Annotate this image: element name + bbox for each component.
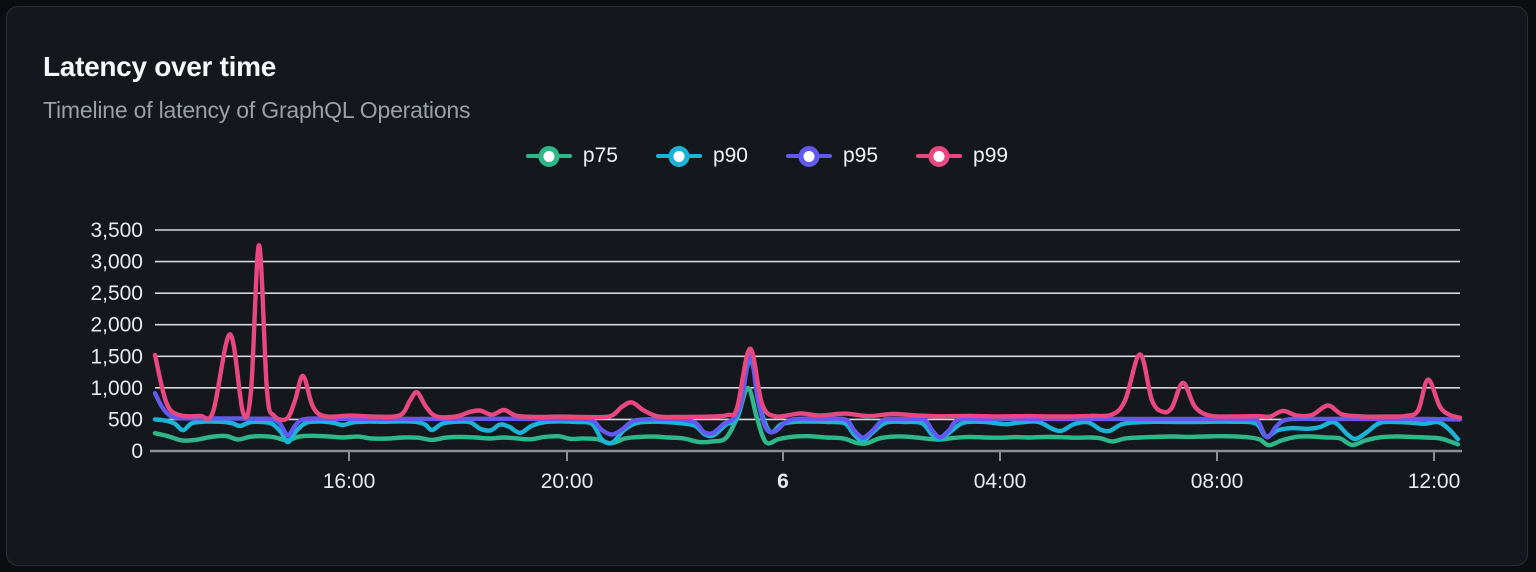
y-axis-label-2000: 2,000	[90, 314, 143, 337]
legend-item-p99[interactable]: p99	[916, 144, 1008, 168]
p99-series-marker-icon	[916, 145, 963, 167]
x-axis-label-04:00: 04:00	[974, 470, 1027, 493]
x-axis-label-6: 6	[777, 470, 789, 493]
y-axis-label-500: 500	[108, 408, 143, 431]
legend-item-p95[interactable]: p95	[786, 144, 878, 168]
legend-label-p75: p75	[582, 144, 618, 167]
series-line-p75	[152, 385, 1461, 448]
series-line-p95	[152, 350, 1463, 440]
y-axis-label-1000: 1,000	[90, 377, 143, 400]
page-subtitle: Timeline of latency of GraphQL Operation…	[43, 97, 471, 123]
y-axis-label-3500: 3,500	[90, 219, 143, 242]
legend-label-p90: p90	[712, 144, 748, 167]
page-title: Latency over time	[43, 51, 276, 82]
legend-label-p99: p99	[973, 144, 1009, 167]
chart-legend: p75 p90 p95 p99	[7, 141, 1527, 171]
series-line-p99	[152, 243, 1463, 423]
legend-label-p95: p95	[843, 144, 879, 167]
p75-series-marker-icon	[525, 145, 572, 167]
legend-item-p75[interactable]: p75	[525, 144, 618, 168]
y-axis-label-1500: 1,500	[90, 345, 143, 368]
y-axis-label-3000: 3,000	[90, 251, 143, 274]
latency-card: Latency over time Timeline of latency of…	[6, 6, 1528, 566]
y-axis-label-0: 0	[131, 440, 143, 463]
x-axis-label-20:00: 20:00	[541, 470, 594, 493]
x-axis-label-08:00: 08:00	[1191, 470, 1244, 493]
p90-series-marker-icon	[655, 145, 702, 167]
x-axis-label-16:00: 16:00	[323, 470, 376, 493]
legend-item-p90[interactable]: p90	[655, 144, 748, 168]
x-axis-label-12:00: 12:00	[1408, 470, 1461, 493]
p95-series-marker-icon	[786, 145, 832, 167]
y-axis-label-2500: 2,500	[90, 282, 143, 305]
